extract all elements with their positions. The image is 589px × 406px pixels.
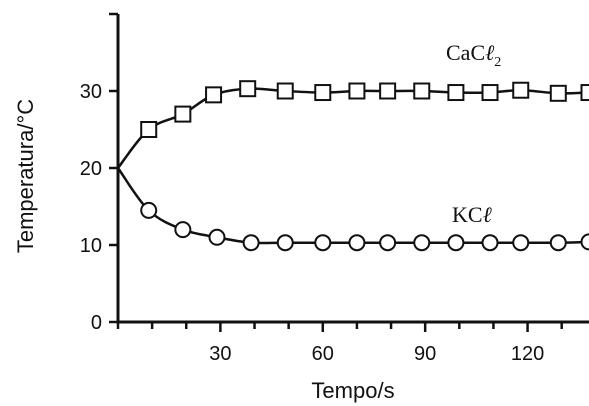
cacl2-data-point xyxy=(580,84,589,102)
kcl-data-point xyxy=(174,221,192,239)
cacl2-data-point xyxy=(314,84,332,102)
axes xyxy=(116,14,589,324)
kcl-data-point xyxy=(512,234,530,252)
cacl2-data-point xyxy=(174,105,192,123)
cacl2-data-point xyxy=(276,82,294,100)
kcl-data-point xyxy=(314,234,332,252)
ticks: 0 10 20 30 30 60 90 120 xyxy=(80,12,563,365)
series-label-kcl-ell: ℓ xyxy=(483,202,493,227)
markers xyxy=(140,80,589,252)
cacl2-data-point xyxy=(549,84,567,102)
kcl-data-point xyxy=(348,234,366,252)
kcl-data-point xyxy=(276,234,294,252)
kcl-data-point xyxy=(208,228,226,246)
kcl-data-point xyxy=(140,201,158,219)
x-tick-label: 90 xyxy=(414,343,436,365)
cacl2-data-point xyxy=(205,86,223,104)
kcl-data-point xyxy=(413,234,431,252)
cacl2-data-point xyxy=(512,81,530,99)
y-axis-title: Temperatura/°C xyxy=(13,99,38,253)
x-tick-label: 120 xyxy=(511,343,544,365)
y-tick-label: 20 xyxy=(80,158,102,180)
x-tick-label: 60 xyxy=(312,343,334,365)
cacl2-data-point xyxy=(413,82,431,100)
x-axis-title: Tempo/s xyxy=(311,378,394,403)
series-label-cacl2: CaCℓ2 xyxy=(446,40,501,70)
y-tick-label: 30 xyxy=(80,81,102,103)
kcl-data-point xyxy=(379,234,397,252)
cacl2-data-point xyxy=(239,80,257,98)
cacl2-data-point xyxy=(348,82,366,100)
cacl2-data-point xyxy=(379,82,397,100)
kcl-data-point xyxy=(549,234,567,252)
series-label-cacl2-sub: 2 xyxy=(494,55,501,70)
kcl-data-point xyxy=(580,233,589,251)
series-label-cacl2-ell: ℓ xyxy=(485,40,495,65)
series-label-kcl-main: KC xyxy=(452,202,483,227)
series-label-kcl: KCℓ xyxy=(452,202,493,227)
kcl-data-point xyxy=(242,234,260,252)
cacl2-data-point xyxy=(481,84,499,102)
kcl-data-point xyxy=(481,234,499,252)
y-tick-label: 10 xyxy=(80,235,102,257)
y-tick-label: 0 xyxy=(91,312,102,334)
series-line-cacl2 xyxy=(117,87,589,169)
cacl2-data-point xyxy=(447,84,465,102)
x-tick-label: 30 xyxy=(209,343,231,365)
series-label-cacl2-main: CaC xyxy=(446,40,485,65)
cacl2-data-point xyxy=(140,121,158,138)
kcl-data-point xyxy=(447,234,465,252)
